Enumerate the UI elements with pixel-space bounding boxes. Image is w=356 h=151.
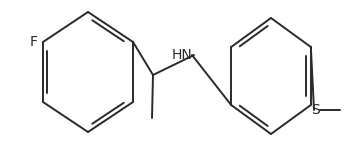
Text: HN: HN [171,48,192,62]
Text: F: F [30,35,38,49]
Text: S: S [312,103,320,117]
